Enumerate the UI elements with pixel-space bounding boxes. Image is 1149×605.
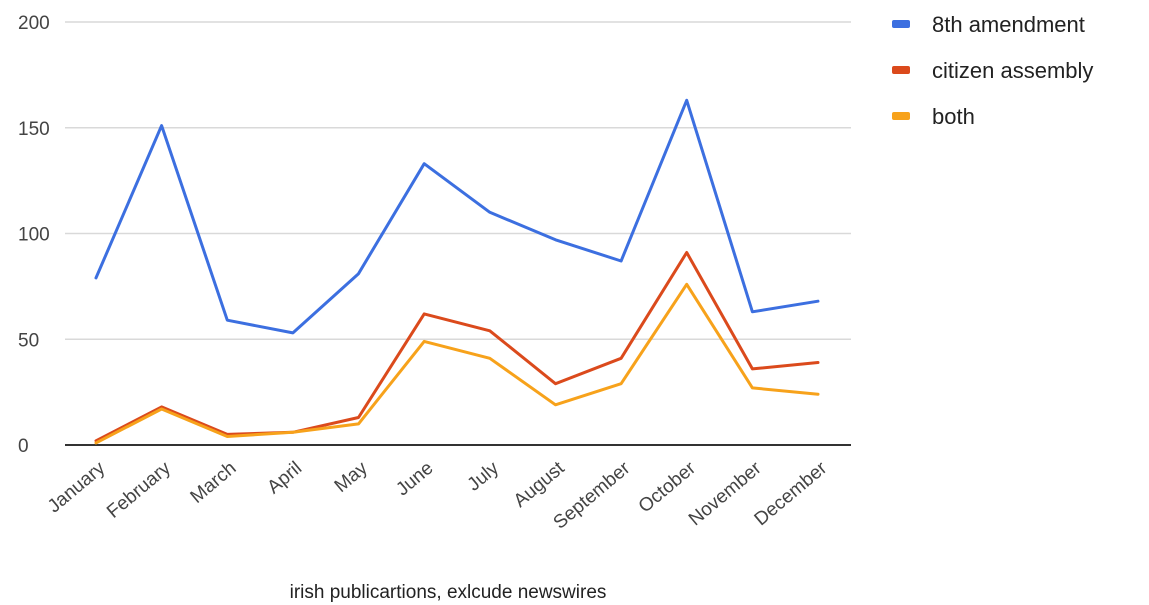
y-tick-label: 200: [18, 13, 50, 34]
x-tick-label: June: [392, 458, 437, 501]
y-tick-label: 50: [18, 330, 39, 351]
series-lines: [94, 98, 820, 445]
legend-label: 8th amendment: [932, 12, 1085, 37]
y-tick-label: 0: [18, 436, 29, 457]
legend-label: citizen assembly: [932, 58, 1093, 83]
series-line-both: [94, 282, 820, 445]
legend-swatch: [892, 112, 910, 120]
legend: 8th amendment citizen assembly both: [892, 12, 1093, 129]
x-tick-label: March: [187, 458, 241, 508]
x-axis-label: irish publicartions, exlcude newswires: [290, 582, 607, 603]
legend-swatch: [892, 66, 910, 74]
y-tick-label: 100: [18, 225, 50, 246]
series-line-citizen-assembly: [94, 251, 820, 443]
x-tick-label: July: [464, 457, 504, 495]
y-axis-ticks: 0 50 100 150 200: [18, 13, 50, 457]
legend-swatch: [892, 20, 910, 28]
x-tick-label: December: [751, 457, 832, 530]
series-line-8th-amendment: [94, 98, 820, 335]
x-tick-label: August: [510, 457, 569, 512]
x-tick-label: February: [103, 457, 175, 522]
x-tick-label: May: [331, 457, 372, 496]
y-tick-label: 150: [18, 119, 50, 140]
gridlines: [65, 21, 851, 340]
x-tick-label: January: [44, 457, 110, 517]
x-tick-label: April: [264, 458, 307, 499]
legend-label: both: [932, 104, 975, 129]
